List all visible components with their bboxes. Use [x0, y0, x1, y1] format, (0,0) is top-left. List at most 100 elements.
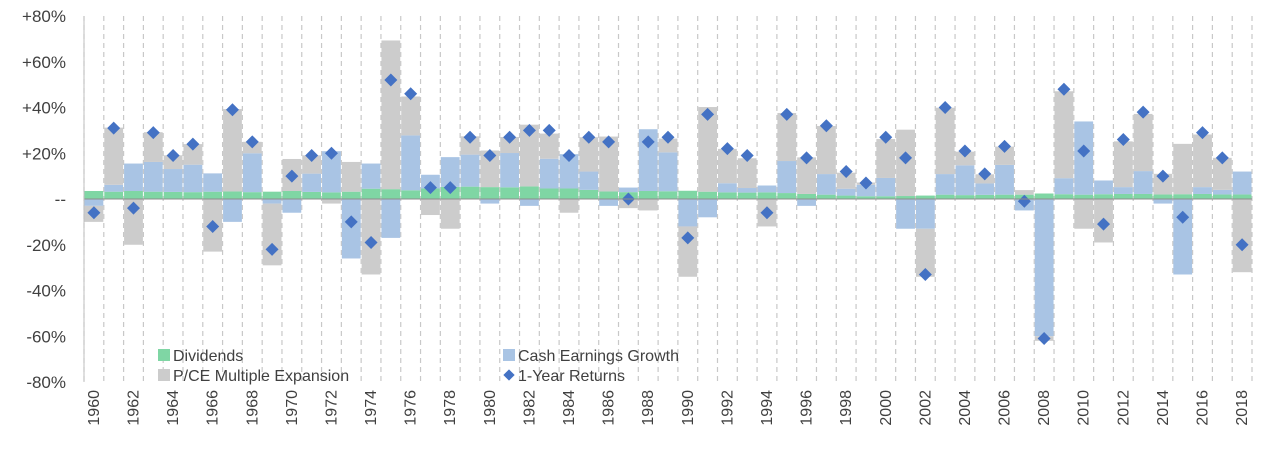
return-marker-1971 — [305, 149, 319, 163]
bar-p-ce-multiple-expansion-1979 — [460, 136, 480, 155]
return-marker-1985 — [582, 130, 596, 144]
bar-p-ce-multiple-expansion-1973 — [341, 161, 361, 192]
return-marker-1986 — [602, 135, 616, 149]
bar-p-ce-multiple-expansion-2002 — [915, 228, 935, 277]
return-marker-1965 — [186, 137, 200, 151]
bar-cash-earnings-growth-1980 — [480, 199, 500, 204]
return-marker-1962 — [126, 201, 140, 215]
y-tick-label: -- — [55, 190, 66, 209]
bar-dividends-2000 — [876, 196, 896, 199]
return-marker-1978 — [443, 181, 457, 195]
return-marker-1963 — [146, 126, 160, 140]
bar-p-ce-multiple-expansion-1983 — [539, 133, 559, 159]
bar-p-ce-multiple-expansion-1965 — [183, 144, 203, 165]
bar-dividends-2012 — [1113, 193, 1133, 199]
bar-cash-earnings-growth-1960 — [84, 199, 104, 206]
bar-cash-earnings-growth-1993 — [737, 188, 757, 193]
x-tick-label: 2012 — [1115, 390, 1132, 426]
bar-dividends-1985 — [579, 189, 599, 199]
bar-cash-earnings-growth-2013 — [1133, 171, 1153, 194]
x-tick-label: 2004 — [957, 390, 974, 426]
bar-cash-earnings-growth-2008 — [1034, 199, 1054, 337]
legend-swatch-cash-earnings-growth — [503, 349, 515, 361]
bar-p-ce-multiple-expansion-2017 — [1212, 157, 1232, 190]
bar-p-ce-multiple-expansion-1982 — [520, 124, 539, 187]
bar-cash-earnings-growth-2002 — [915, 199, 935, 229]
return-marker-1984 — [562, 149, 576, 163]
return-marker-2004 — [958, 144, 972, 158]
bar-dividends-1995 — [777, 193, 797, 199]
bar-dividends-1964 — [163, 191, 183, 199]
bar-cash-earnings-growth-2015 — [1173, 199, 1193, 275]
bar-p-ce-multiple-expansion-1969 — [262, 203, 282, 266]
bar-dividends-1981 — [500, 187, 520, 199]
bar-cash-earnings-growth-1976 — [401, 135, 421, 191]
bar-cash-earnings-growth-1991 — [698, 199, 717, 218]
x-tick-label: 2002 — [917, 390, 934, 426]
bar-p-ce-multiple-expansion-1993 — [737, 158, 757, 189]
bar-p-ce-multiple-expansion-2006 — [995, 146, 1014, 165]
y-tick-label: -60% — [26, 327, 66, 346]
bar-cash-earnings-growth-1968 — [242, 153, 262, 193]
return-marker-1996 — [800, 151, 814, 165]
y-tick-label: -20% — [26, 236, 66, 255]
bar-dividends-2010 — [1074, 194, 1094, 199]
bar-p-ce-multiple-expansion-1975 — [381, 40, 401, 190]
bar-cash-earnings-growth-1982 — [520, 199, 539, 206]
return-marker-2017 — [1215, 151, 1229, 165]
bar-cash-earnings-growth-1995 — [777, 161, 797, 194]
bar-p-ce-multiple-expansion-2010 — [1074, 199, 1094, 229]
return-marker-2011 — [1097, 217, 1111, 231]
bar-cash-earnings-growth-2004 — [955, 165, 975, 196]
bar-cash-earnings-growth-1983 — [539, 158, 559, 189]
x-tick-label: 2008 — [1036, 390, 1053, 426]
bar-p-ce-multiple-expansion-2000 — [876, 139, 896, 178]
bar-cash-earnings-growth-1967 — [223, 199, 242, 222]
bar-p-ce-multiple-expansion-2015 — [1173, 143, 1193, 195]
return-marker-1999 — [859, 176, 873, 190]
x-tick-label: 1994 — [759, 390, 776, 426]
return-marker-2003 — [938, 101, 952, 114]
bar-p-ce-multiple-expansion-1996 — [797, 157, 816, 194]
bar-cash-earnings-growth-2012 — [1113, 187, 1133, 194]
y-tick-label: -40% — [26, 282, 66, 301]
return-marker-2014 — [1156, 169, 1170, 183]
bar-p-ce-multiple-expansion-2004 — [955, 151, 975, 166]
bar-dividends-1994 — [757, 192, 777, 199]
bar-dividends-1980 — [480, 187, 500, 199]
y-axis-ticks: -80% -60% -40% -20% -- +20% +40% +60% +80% — [22, 7, 66, 392]
bar-cash-earnings-growth-1985 — [579, 171, 599, 190]
return-marker-1979 — [463, 130, 477, 144]
bar-p-ce-multiple-expansion-1988 — [638, 199, 658, 211]
bar-cash-earnings-growth-1964 — [163, 169, 183, 192]
bar-p-ce-multiple-expansion-1971 — [302, 155, 322, 174]
bar-cash-earnings-growth-1963 — [143, 161, 163, 192]
bar-cash-earnings-growth-1989 — [658, 152, 678, 192]
bar-dividends-1962 — [124, 190, 143, 199]
bar-dividends-1983 — [539, 188, 559, 199]
bar-dividends-1974 — [361, 188, 381, 199]
x-axis-ticks: 1960 1962 1964 1966 1968 1970 1972 1974 1976 1978… — [86, 390, 1251, 426]
bar-p-ce-multiple-expansion-1989 — [658, 138, 678, 153]
bar-cash-earnings-growth-1988 — [638, 129, 658, 191]
return-marker-1982 — [522, 123, 536, 137]
bar-p-ce-multiple-expansion-1976 — [401, 96, 421, 136]
bar-p-ce-multiple-expansion-1977 — [421, 199, 440, 216]
return-marker-1988 — [641, 135, 655, 149]
bar-dividends-2009 — [1054, 194, 1074, 199]
bar-cash-earnings-growth-2009 — [1054, 178, 1074, 195]
x-tick-label: 1990 — [680, 390, 697, 426]
bar-dividends-1990 — [678, 190, 698, 199]
bar-dividends-1970 — [282, 190, 302, 199]
return-marker-2012 — [1116, 133, 1130, 147]
x-tick-label: 1982 — [521, 390, 538, 426]
bar-cash-earnings-growth-1999 — [856, 184, 876, 197]
bar-dividends-1997 — [816, 194, 836, 199]
x-tick-label: 2018 — [1234, 390, 1251, 426]
return-marker-2001 — [899, 151, 913, 165]
bar-cash-earnings-growth-1994 — [757, 185, 777, 193]
return-marker-1995 — [780, 107, 794, 121]
bar-dividends-1989 — [658, 191, 678, 199]
bar-dividends-1969 — [262, 191, 282, 199]
bar-dividends-1996 — [797, 193, 816, 199]
